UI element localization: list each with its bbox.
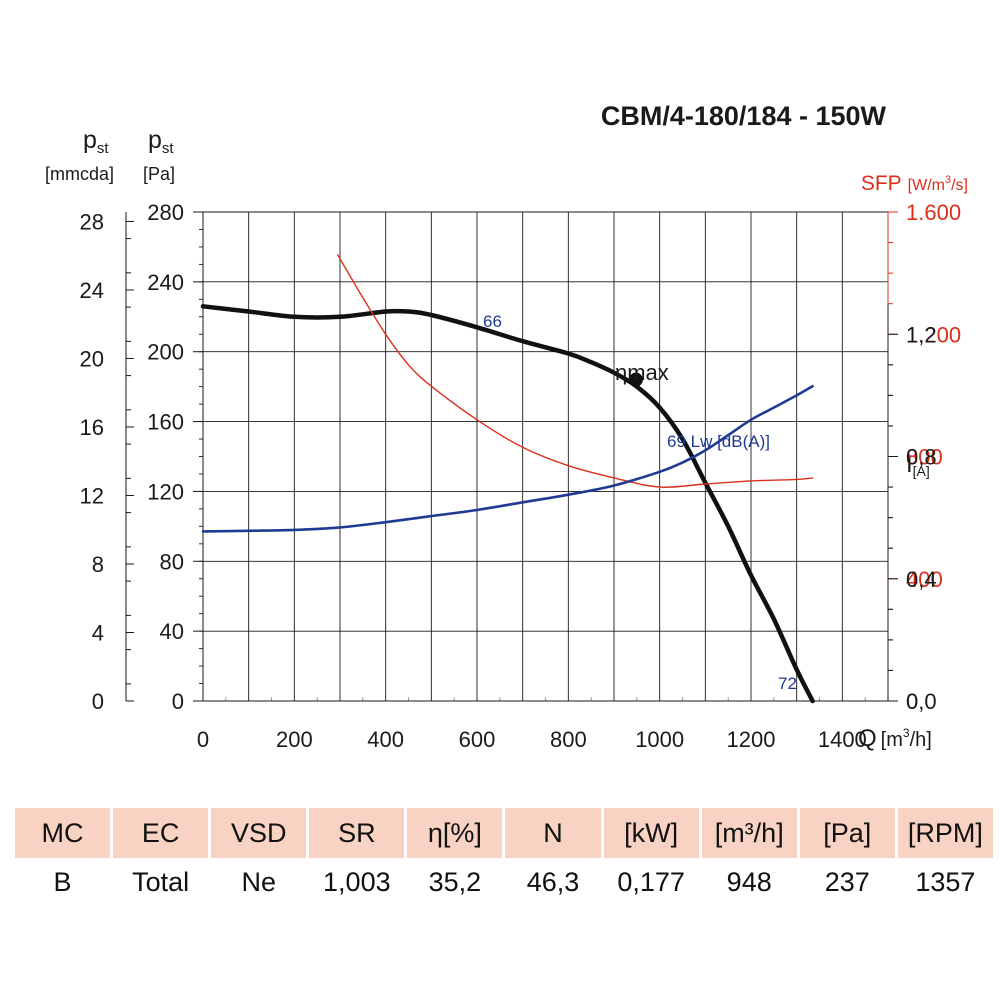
cell-ec: Total: [132, 866, 190, 897]
header-flow: [m³/h]: [701, 808, 797, 858]
grid: [202, 211, 889, 702]
sfp-tick-label: 0: [906, 689, 918, 714]
annotation-69-lw: 69 Lw [dB(A)]: [667, 432, 770, 451]
eta-max-label: ηmax: [615, 360, 669, 385]
header-n: N: [505, 808, 601, 858]
left-inner-tick-label: 200: [147, 340, 184, 365]
sfp-curve: [337, 254, 814, 488]
left-inner-tick-label: 280: [147, 200, 184, 225]
header-mc: MC: [15, 808, 111, 858]
axes: [125, 211, 898, 702]
left-outer-axis-unit: [mmcda]: [45, 164, 114, 184]
specs-table: MC EC VSD SR η[%] N [kW] [m³/h] [Pa] [RP…: [12, 808, 996, 906]
left-inner-axis-symbol: pst: [148, 126, 174, 157]
left-outer-tick-label: 0: [92, 689, 104, 714]
left-outer-tick-label: 24: [80, 278, 104, 303]
x-tick-label: 800: [550, 727, 587, 752]
cell-kw: 0,177: [617, 866, 685, 897]
current-tick-label: 0,8: [906, 445, 937, 470]
cell-n: 46,3: [526, 866, 580, 897]
current-tick-label: 1,2: [906, 322, 937, 347]
left-outer-tick-label: 4: [92, 620, 104, 645]
current-tick-label: 0,0: [906, 689, 937, 714]
series: [200, 254, 815, 704]
current-curve: [201, 384, 814, 533]
eta-max-marker: [628, 372, 643, 387]
pressure-curve: [200, 304, 815, 704]
specs-header-row: MC EC VSD SR η[%] N [kW] [m³/h] [Pa] [RP…: [15, 808, 993, 858]
x-tick-label: 200: [276, 727, 313, 752]
sfp-axis-title: SFP [W/m3/s]: [861, 172, 968, 195]
left-inner-tick-label: 40: [160, 619, 184, 644]
header-kw: [kW]: [603, 808, 699, 858]
left-outer-tick-label: 8: [92, 552, 104, 577]
sfp-tick-label: 1.200: [906, 322, 961, 347]
left-outer-tick-label: 28: [80, 209, 104, 234]
x-tick-label: 0: [197, 727, 209, 752]
header-ec: EC: [113, 808, 209, 858]
cell-flow: 948: [726, 866, 772, 897]
x-tick-label: 1400: [818, 727, 867, 752]
left-inner-tick-label: 0: [172, 689, 184, 714]
cell-pressure: 237: [824, 866, 870, 897]
current-axis-title: I[A]: [906, 451, 930, 479]
left-inner-tick-label: 240: [147, 270, 184, 295]
x-tick-label: 600: [459, 727, 496, 752]
chart-title: CBM/4-180/184 - 150W: [601, 101, 887, 131]
cell-rpm: 1357: [915, 866, 976, 897]
left-outer-tick-label: 12: [80, 483, 104, 508]
sfp-tick-label: 400: [906, 567, 943, 592]
sfp-tick-label: 1.600: [906, 200, 961, 225]
x-tick-label: 400: [367, 727, 404, 752]
left-inner-axis-unit: [Pa]: [143, 164, 175, 184]
x-tick-label: 1000: [635, 727, 684, 752]
cell-sr: 1,003: [323, 866, 391, 897]
header-vsd: VSD: [211, 808, 307, 858]
left-outer-tick-label: 16: [80, 415, 104, 440]
cell-vsd: Ne: [241, 866, 276, 897]
header-rpm: [RPM]: [897, 808, 993, 858]
left-inner-tick-label: 120: [147, 479, 184, 504]
left-outer-axis-symbol: pst: [83, 126, 109, 157]
header-sr: SR: [309, 808, 405, 858]
header-efficiency: η[%]: [407, 808, 503, 858]
cell-efficiency: 35,2: [428, 866, 482, 897]
current-tick-label: 0,4: [906, 567, 937, 592]
left-inner-tick-label: 160: [147, 410, 184, 435]
header-pressure: [Pa]: [799, 808, 895, 858]
x-axis-title: Q [m3/h]: [858, 725, 932, 752]
specs-row: B Total Ne 1,003 35,2 46,3 0,177 948 237…: [15, 858, 993, 906]
annotation-66: 66: [483, 312, 502, 331]
cell-mc: B: [53, 866, 72, 897]
tick-labels: 0481216202428040801201602002402800400800…: [80, 200, 962, 752]
sfp-tick-label: 800: [906, 445, 943, 470]
fan-performance-chart: CBM/4-180/184 - 150W pst [mmcda] pst [Pa…: [45, 101, 968, 752]
left-inner-tick-label: 80: [160, 549, 184, 574]
annotation-72: 72: [778, 674, 797, 693]
x-tick-label: 1200: [727, 727, 776, 752]
left-outer-tick-label: 20: [80, 346, 104, 371]
